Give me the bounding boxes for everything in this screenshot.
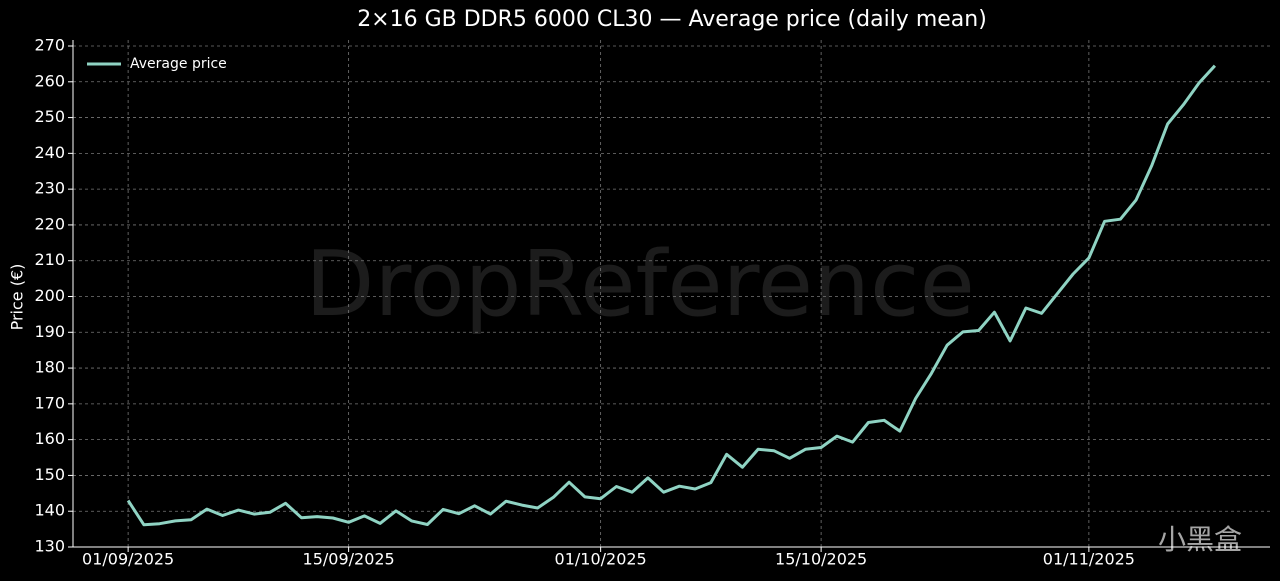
y-tick-label: 170 [34,393,65,412]
y-tick-label: 240 [34,143,65,162]
y-tick-label: 160 [34,429,65,448]
y-tick-label: 140 [34,501,65,520]
y-tick-label: 260 [34,71,65,90]
y-tick-label: 190 [34,322,65,341]
watermark: DropReference [305,232,975,337]
y-tick-label: 220 [34,214,65,233]
y-tick-label: 250 [34,107,65,126]
y-axis-label: Price (€) [8,264,27,331]
y-tick-label: 180 [34,358,65,377]
y-tick-label: 130 [34,537,65,556]
legend-label: Average price [130,56,227,72]
y-tick-label: 270 [34,36,65,55]
x-tick-label: 01/09/2025 [82,550,174,569]
chart-title: 2×16 GB DDR5 6000 CL30 — Average price (… [357,7,987,32]
logo-watermark: 小黑盒 [1158,523,1242,556]
x-tick-label: 01/10/2025 [555,550,647,569]
y-tick-label: 210 [34,250,65,269]
y-tick-label: 150 [34,465,65,484]
x-tick-label: 01/11/2025 [1043,550,1135,569]
x-tick-label: 15/09/2025 [303,550,395,569]
price-line [126,64,1217,527]
y-tick-label: 230 [34,179,65,198]
x-tick-label: 15/10/2025 [775,550,867,569]
y-tick-label: 200 [34,286,65,305]
